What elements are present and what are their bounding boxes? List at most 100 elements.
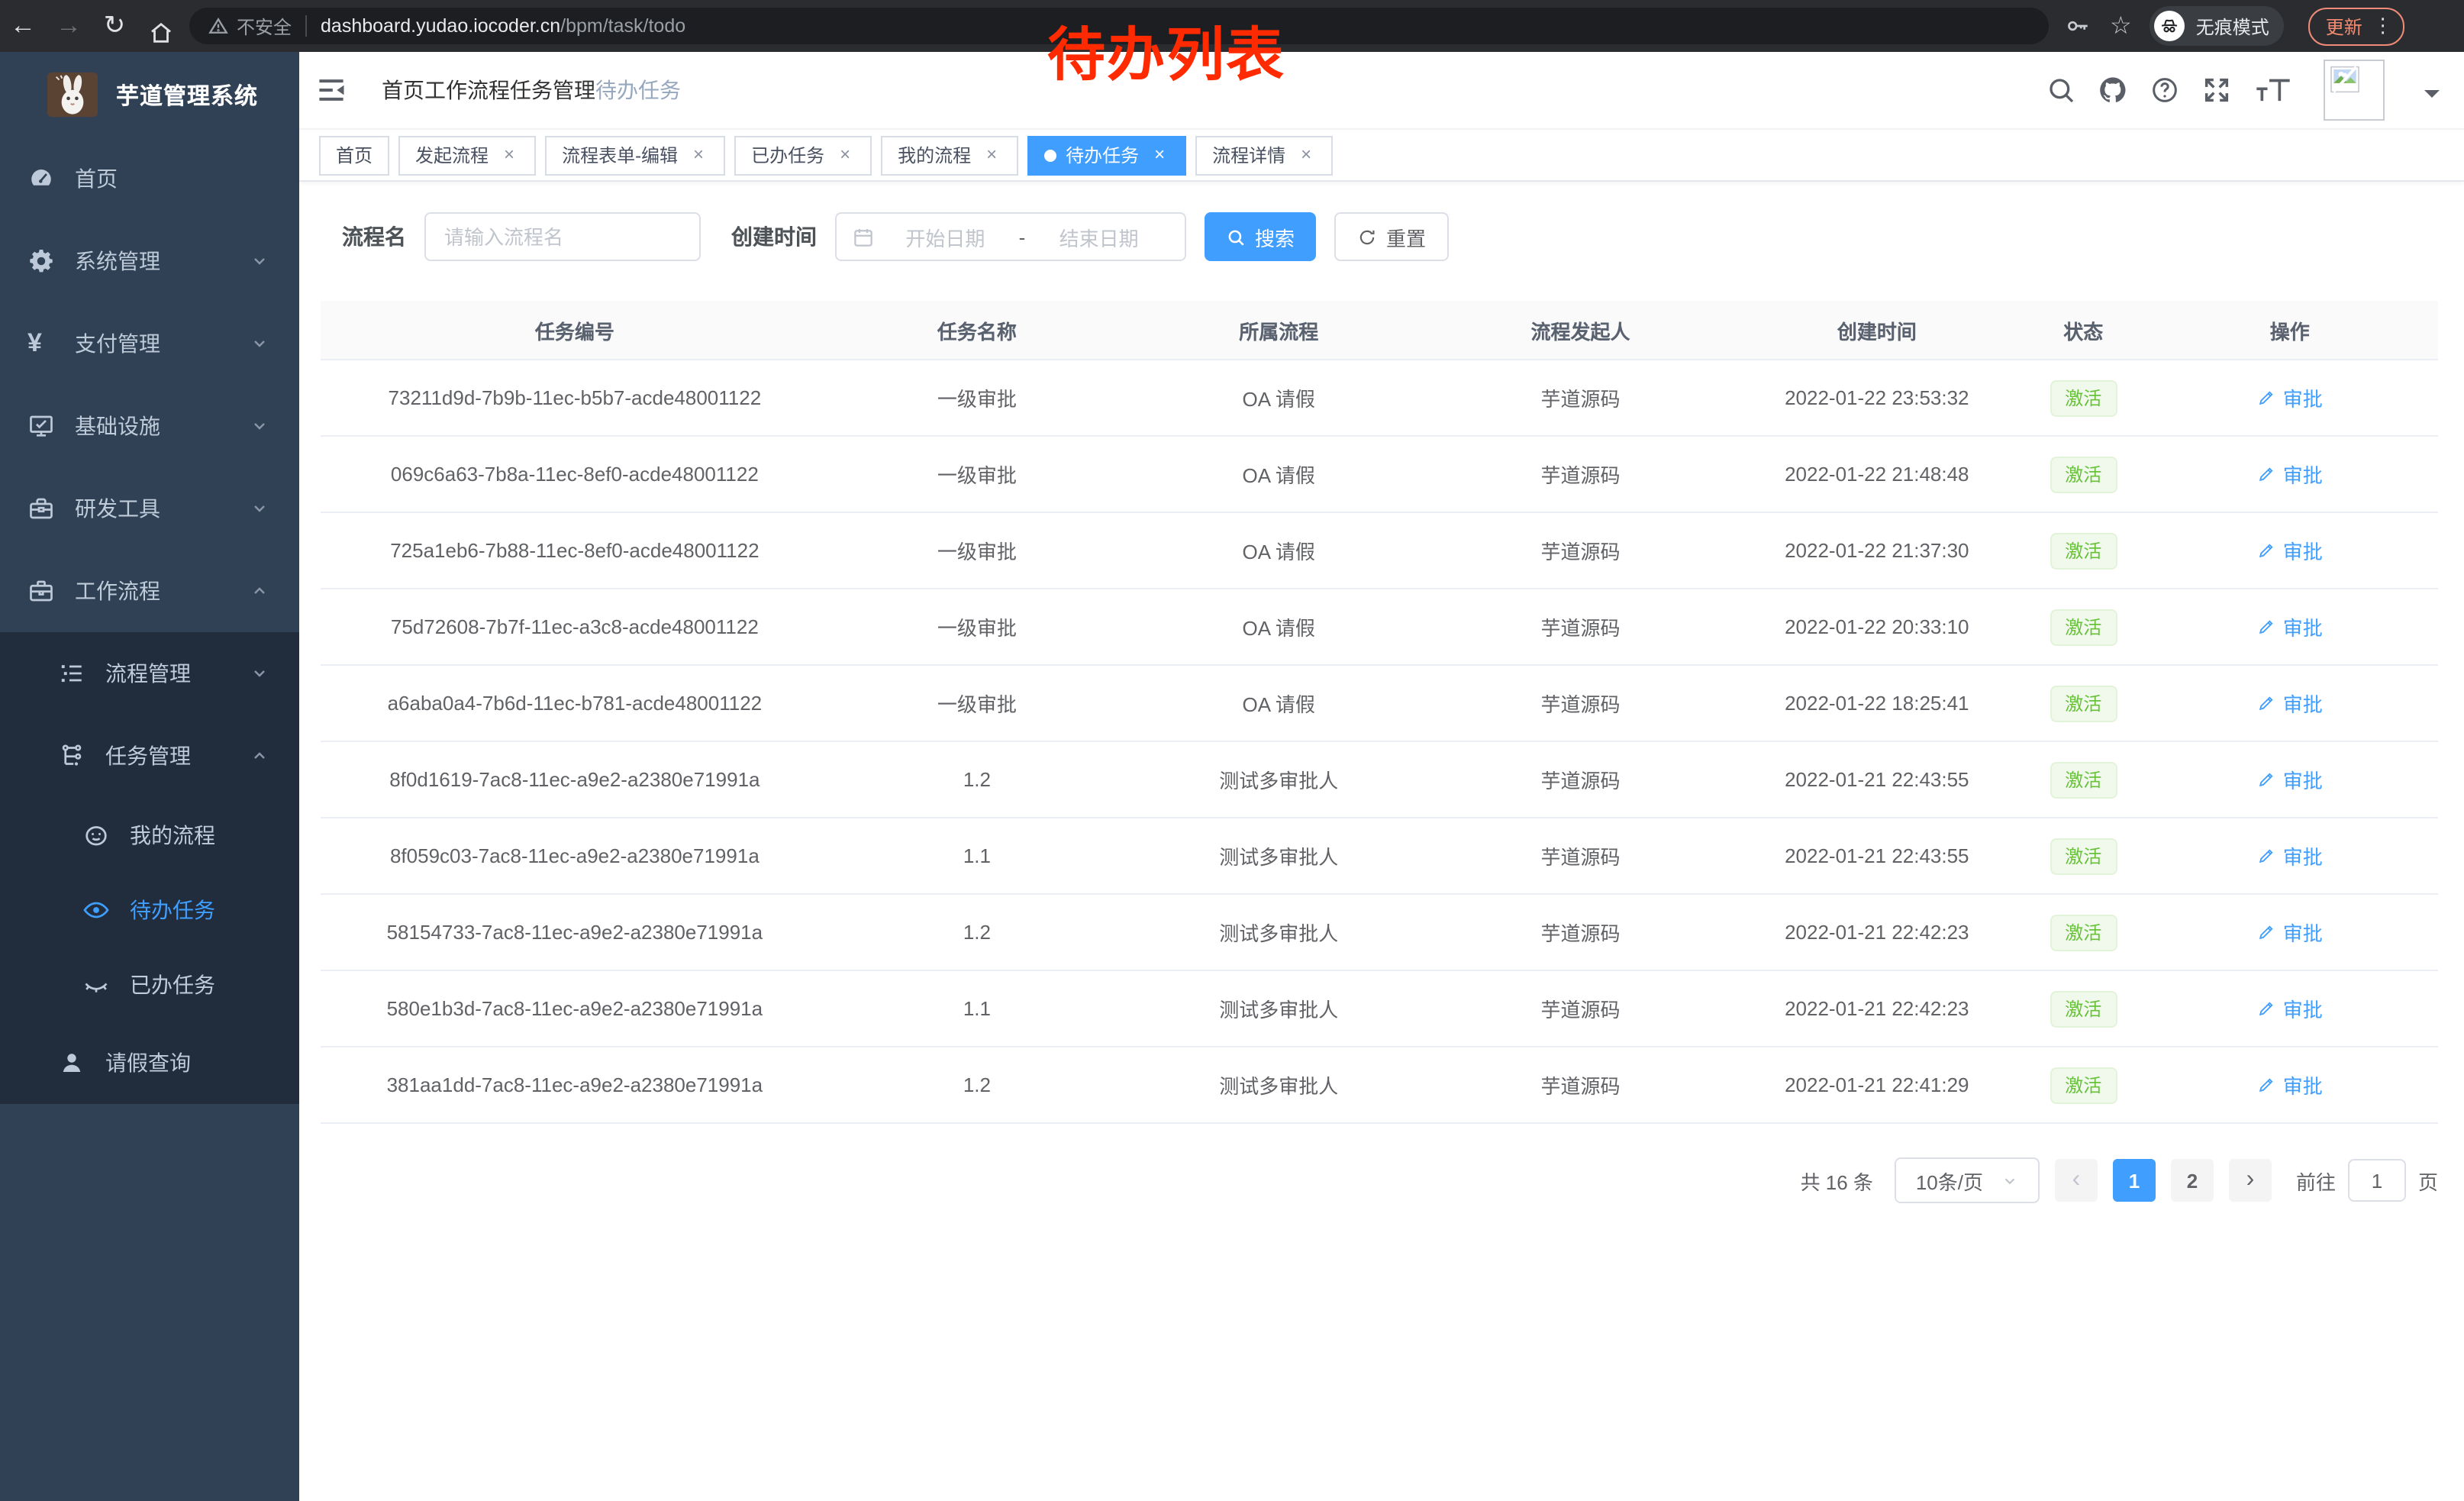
chevron-icon	[250, 334, 269, 353]
sidebar-item[interactable]: 我的流程	[0, 797, 299, 872]
tab-label: 流程详情	[1212, 145, 1286, 166]
breadcrumb-item[interactable]: 任务管理	[510, 78, 595, 102]
goto-suffix: 页	[2417, 1170, 2438, 1193]
approve-link[interactable]: 审批	[2257, 536, 2323, 565]
sidebar-item[interactable]: 首页	[0, 137, 299, 220]
goto-label: 前往	[2295, 1170, 2336, 1193]
page-number-button[interactable]: 2	[2170, 1159, 2214, 1202]
sidebar-item-label: 工作流程	[75, 579, 160, 603]
cell-process: 测试多审批人	[1125, 970, 1433, 1047]
sidebar-item[interactable]: 研发工具	[0, 467, 299, 550]
cell-task-name: 1.1	[828, 970, 1126, 1047]
app-frame: 芋道管理系统 首页 系统管理	[0, 52, 2464, 1501]
sidebar-item-label: 已办任务	[130, 972, 215, 996]
url-host: dashboard.yudao.iocoder.cn	[321, 15, 561, 37]
tab-close-icon[interactable]: ×	[1154, 144, 1166, 165]
browser-reload-icon[interactable]: ↻	[103, 11, 126, 40]
browser-back-icon[interactable]: ←	[10, 11, 36, 40]
page-number-button[interactable]: 1	[2112, 1159, 2156, 1202]
github-icon[interactable]	[2098, 75, 2128, 105]
next-page-button[interactable]: ›	[2228, 1159, 2272, 1202]
approve-link[interactable]: 审批	[2257, 994, 2323, 1023]
sidebar-item[interactable]: ¥ 支付管理	[0, 302, 299, 385]
breadcrumb-item[interactable]: 首页	[382, 78, 424, 102]
font-size-icon[interactable]	[2253, 75, 2290, 105]
sidebar-item[interactable]: 待办任务	[0, 872, 299, 947]
cell-status: 激活	[2025, 1047, 2142, 1124]
tab-label: 待办任务	[1066, 145, 1140, 166]
tab-label: 发起流程	[415, 145, 489, 166]
cell-process: 测试多审批人	[1125, 741, 1433, 818]
browser-menu-icon[interactable]: ⋮	[2372, 14, 2393, 37]
collapse-sidebar-icon[interactable]	[314, 73, 348, 107]
page-size-select[interactable]: 10条/页	[1894, 1157, 2040, 1203]
cell-task-name: 一级审批	[828, 360, 1126, 437]
cell-action: 审批	[2141, 512, 2438, 589]
browser-home-icon[interactable]	[137, 7, 183, 45]
tab[interactable]: 我的流程 ×	[881, 135, 1019, 175]
list-tree-icon	[58, 660, 85, 687]
sidebar-item[interactable]: 基础设施	[0, 385, 299, 467]
breadcrumb-item[interactable]: 待办任务	[595, 78, 681, 102]
tab[interactable]: 流程表单-编辑 ×	[545, 135, 726, 175]
tab-label: 我的流程	[898, 145, 972, 166]
browser-update-button[interactable]: 更新 ⋮	[2308, 7, 2405, 45]
fullscreen-icon[interactable]	[2201, 75, 2232, 105]
tab-close-icon[interactable]: ×	[1301, 144, 1312, 165]
cell-starter: 芋道源码	[1432, 818, 1729, 895]
cell-task-id: 73211d9d-7b9b-11ec-b5b7-acde48001122	[321, 360, 829, 437]
tab[interactable]: 首页	[319, 135, 390, 175]
broken-image-icon	[2330, 66, 2359, 93]
user-avatar[interactable]	[2324, 60, 2385, 121]
approve-link[interactable]: 审批	[2257, 460, 2323, 489]
tab-close-icon[interactable]: ×	[986, 144, 998, 165]
tab-close-icon[interactable]: ×	[693, 144, 705, 165]
sidebar-item[interactable]: 系统管理	[0, 220, 299, 302]
approve-link[interactable]: 审批	[2257, 841, 2323, 870]
incognito-badge: 无痕模式	[2150, 6, 2285, 46]
tab[interactable]: 待办任务 ×	[1027, 135, 1187, 175]
yen-icon: ¥	[27, 328, 42, 357]
approve-link[interactable]: 审批	[2257, 765, 2323, 794]
question-icon[interactable]	[2150, 75, 2180, 105]
approve-link[interactable]: 审批	[2257, 612, 2323, 641]
breadcrumb-item[interactable]: 工作流程	[424, 78, 510, 102]
approve-link[interactable]: 审批	[2257, 918, 2323, 947]
bookmark-star-icon[interactable]: ☆	[2110, 14, 2132, 40]
cell-status: 激活	[2025, 894, 2142, 971]
app-logo[interactable]: 芋道管理系统	[0, 52, 299, 137]
tab-close-icon[interactable]: ×	[840, 144, 851, 165]
key-icon[interactable]	[2064, 12, 2091, 40]
sidebar-item[interactable]: 请假查询	[0, 1022, 299, 1104]
sidebar-item[interactable]: 流程管理	[0, 632, 299, 715]
goto-page-input[interactable]	[2347, 1159, 2406, 1202]
sidebar-item[interactable]: 任务管理	[0, 715, 299, 797]
avatar-caret-down-icon[interactable]	[2424, 90, 2440, 105]
sidebar-item[interactable]: 已办任务	[0, 947, 299, 1022]
cell-status: 激活	[2025, 741, 2142, 818]
approve-link[interactable]: 审批	[2257, 1070, 2323, 1099]
tab[interactable]: 流程详情 ×	[1195, 135, 1334, 175]
search-button[interactable]: 搜索	[1205, 212, 1317, 261]
create-time-label: 创建时间	[731, 224, 817, 249]
sidebar-submenu: 流程管理 任务管理	[0, 632, 299, 1104]
tab-close-icon[interactable]: ×	[504, 144, 515, 165]
top-navbar: 首页 工作流程 任务管理	[299, 52, 2464, 128]
cell-action: 审批	[2141, 360, 2438, 437]
process-name-input[interactable]	[424, 212, 701, 261]
sidebar-item[interactable]: 工作流程	[0, 550, 299, 632]
date-range-picker[interactable]: 开始日期 - 结束日期	[835, 212, 1186, 261]
cell-task-name: 一级审批	[828, 589, 1126, 666]
rabbit-logo-icon	[47, 72, 98, 118]
edit-icon	[2259, 1002, 2274, 1016]
search-icon[interactable]	[2046, 75, 2076, 105]
tab[interactable]: 发起流程 ×	[398, 135, 537, 175]
address-bar[interactable]: 不安全 dashboard.yudao.iocoder.cn/bpm/task/…	[189, 8, 2049, 44]
approve-link[interactable]: 审批	[2257, 689, 2323, 718]
security-status[interactable]: 不安全	[208, 13, 292, 39]
reset-button[interactable]: 重置	[1334, 212, 1450, 261]
sidebar-menu: 首页 系统管理 ¥ 支付管理	[0, 137, 299, 1104]
face-icon	[82, 821, 110, 848]
approve-link[interactable]: 审批	[2257, 383, 2323, 412]
tab[interactable]: 已办任务 ×	[734, 135, 872, 175]
